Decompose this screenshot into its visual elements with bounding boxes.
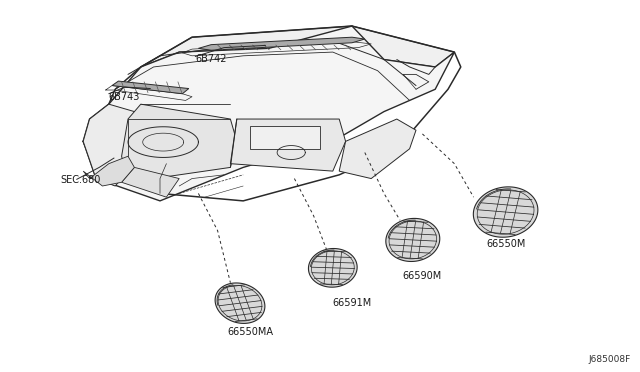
Text: 66550M: 66550M [486, 239, 526, 248]
Polygon shape [250, 126, 320, 149]
Polygon shape [141, 26, 454, 67]
Text: 66590M: 66590M [402, 271, 441, 281]
Polygon shape [112, 81, 189, 94]
Polygon shape [474, 187, 538, 237]
Text: SEC.680: SEC.680 [61, 176, 101, 185]
Text: 66591M: 66591M [333, 298, 372, 308]
Text: 66550MA: 66550MA [227, 327, 273, 337]
Polygon shape [339, 119, 416, 179]
Polygon shape [198, 37, 365, 50]
Polygon shape [308, 248, 357, 287]
Polygon shape [386, 218, 440, 262]
Polygon shape [215, 283, 265, 323]
Polygon shape [122, 104, 237, 182]
Text: J685008F: J685008F [588, 355, 630, 364]
Polygon shape [230, 119, 346, 171]
Polygon shape [122, 167, 179, 197]
Text: 6B742: 6B742 [195, 54, 227, 64]
Text: 6B743: 6B743 [109, 92, 140, 102]
Polygon shape [83, 104, 147, 186]
Polygon shape [83, 156, 134, 186]
Polygon shape [83, 26, 454, 201]
